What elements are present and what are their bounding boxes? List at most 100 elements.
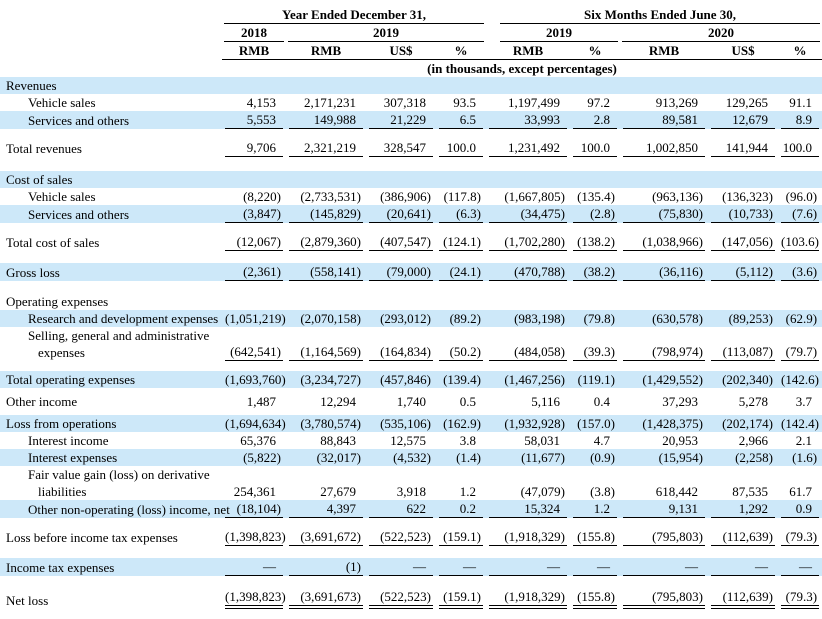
value-text: (155.8)	[577, 529, 616, 544]
value-cell: (75,830)	[620, 205, 708, 223]
value-cell: (113,087)	[708, 327, 778, 361]
value-text: 2.1	[795, 433, 813, 448]
period-group-row: Year Ended December 31, Six Months Ended…	[0, 6, 822, 24]
value-cell	[436, 293, 486, 310]
value-text: 5,553	[246, 112, 276, 127]
row-label: Fair value gain (loss) on derivative liab…	[0, 466, 222, 500]
value-text: (293,012)	[380, 311, 431, 326]
value-text: (630,578)	[652, 311, 704, 326]
value-text: (202,174)	[722, 416, 774, 431]
value-text: (1,051,219)	[225, 311, 286, 326]
value-text: 37,293	[662, 394, 699, 409]
table-row: Total cost of sales (12,067) (2,879,360) (4…	[0, 233, 822, 251]
row-label-text: Operating expenses	[6, 294, 109, 309]
value-cell: 4.7	[570, 432, 620, 449]
value-cell: 1,197,499	[486, 94, 570, 111]
value-cell: (1.4)	[436, 449, 486, 466]
value-text: 1.2	[459, 484, 477, 499]
value-text: (1,702,280)	[504, 234, 566, 249]
value-cell: 12,679	[708, 111, 778, 129]
value-text: 33,993	[524, 112, 561, 127]
value-text: (535,106)	[380, 416, 431, 431]
row-label-continuation: liabilities	[38, 484, 87, 499]
value-text: (138.2)	[577, 234, 616, 249]
value-text: (3,780,574)	[300, 416, 361, 431]
value-cell: (32,017)	[286, 449, 366, 466]
value-cell: (386,906)	[366, 188, 436, 205]
value-text: —	[547, 559, 561, 574]
value-cell: 6.5	[436, 111, 486, 129]
value-cell: 307,318	[366, 94, 436, 111]
table-row: Fair value gain (loss) on derivative liab…	[0, 466, 822, 500]
table-row: Vehicle sales 4,153 2,171,231 307,318 93.5 1,…	[0, 94, 822, 111]
value-text: 12,575	[390, 433, 426, 448]
row-label-text: Total revenues	[6, 141, 82, 156]
value-cell: 4,153	[222, 94, 286, 111]
value-cell: (3,691,672)	[286, 528, 366, 546]
value-text: (2,733,531)	[300, 189, 361, 204]
value-text: (1,164,569)	[300, 344, 361, 359]
value-cell	[708, 77, 778, 94]
value-text: (457,846)	[380, 372, 431, 387]
value-cell	[222, 293, 286, 310]
table-body: Revenues Vehicle sales 4,153 2,171,231 307,3…	[0, 77, 822, 609]
value-cell: 65,376	[222, 432, 286, 449]
group-header-six-months-label: Six Months Ended June 30,	[500, 6, 821, 24]
value-cell: (39.3)	[570, 327, 620, 361]
spacer-row	[0, 157, 822, 171]
value-text: (1,918,329)	[504, 529, 566, 544]
value-text: 0.4	[593, 394, 611, 409]
value-text: 0.5	[459, 394, 477, 409]
value-cell: (157.0)	[570, 415, 620, 432]
row-label: Loss before income tax expenses	[0, 528, 222, 546]
value-cell: (407,547)	[366, 233, 436, 251]
value-cell: (89.2)	[436, 310, 486, 327]
value-text: (2,258)	[735, 450, 774, 465]
unit-col-8: US$	[708, 42, 779, 60]
value-text: 12,679	[732, 112, 769, 127]
value-cell: 0.9	[778, 500, 822, 518]
value-cell: —	[708, 558, 778, 576]
value-cell: (2,070,158)	[286, 310, 366, 327]
value-cell: (10,733)	[708, 205, 778, 223]
value-text: (1,932,928)	[504, 416, 566, 431]
value-text: (202,340)	[722, 372, 774, 387]
value-cell: (1,667,805)	[486, 188, 570, 205]
value-cell: 2,171,231	[286, 94, 366, 111]
row-label: Gross loss	[0, 263, 222, 281]
value-cell	[366, 293, 436, 310]
value-cell	[222, 171, 286, 188]
value-text: 129,265	[725, 95, 769, 110]
value-cell: —	[486, 558, 570, 576]
value-cell: (1.6)	[778, 449, 822, 466]
spacer-row	[0, 576, 822, 588]
value-cell: (1,702,280)	[486, 233, 570, 251]
value-text: (3,847)	[243, 206, 281, 221]
value-text: 58,031	[524, 433, 561, 448]
label-column-header	[0, 6, 222, 24]
value-text: (3.8)	[590, 484, 616, 499]
value-text: (3,691,672)	[300, 529, 361, 544]
value-text: (159.1)	[443, 529, 482, 544]
value-text: (139.4)	[443, 372, 482, 387]
value-text: (79.8)	[583, 311, 616, 326]
value-text: (112,639)	[722, 589, 774, 604]
value-cell: —	[222, 558, 286, 576]
row-label: Vehicle sales	[0, 188, 222, 205]
value-cell: (142.4)	[778, 415, 822, 432]
value-cell: 27,679	[286, 466, 366, 500]
value-cell: (2,361)	[222, 263, 286, 281]
value-text: (795,803)	[652, 529, 704, 544]
table-row: Total operating expenses (1,693,760) (3,23…	[0, 371, 822, 388]
value-cell: 89,581	[620, 111, 708, 129]
value-cell: (983,198)	[486, 310, 570, 327]
value-text: (6.3)	[456, 206, 482, 221]
value-cell: 97.2	[570, 94, 620, 111]
value-text: (117.8)	[443, 189, 482, 204]
value-cell: (12,067)	[222, 233, 286, 251]
group-header-annual-label: Year Ended December 31,	[224, 6, 485, 24]
value-text: 1,231,492	[508, 140, 561, 155]
value-cell: (795,803)	[620, 528, 708, 546]
value-text: 100.0	[446, 140, 477, 155]
value-text: 87,535	[732, 484, 769, 499]
